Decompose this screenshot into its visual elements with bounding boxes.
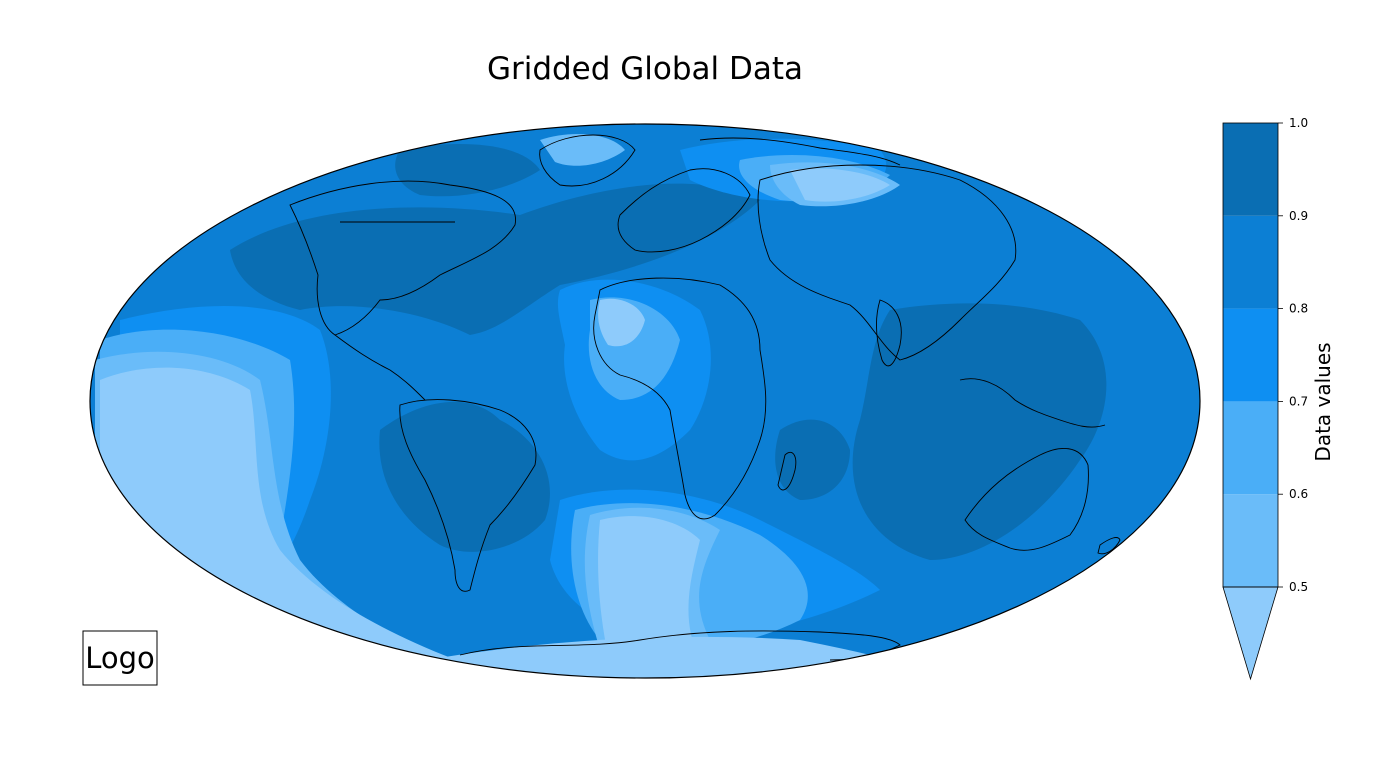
coastline-antarctica [459,630,901,661]
map-title: Gridded Global Data [487,51,803,87]
globe-outline [89,123,1201,679]
coastline-southeast-asia [959,378,1106,428]
coastline-north-america [289,180,516,336]
world-map [89,123,1201,679]
colorbar-band [1223,494,1278,587]
colorbar-band [1223,401,1278,495]
coastline-greenland [539,134,636,187]
colorbar-tick-label: 0.7 [1289,394,1308,408]
filled-contours [90,124,1200,678]
colorbar: 0.5 0.6 0.7 0.8 0.9 1.0 Data values [1222,116,1335,681]
coastline-central-america [334,334,426,401]
coastline-south-america [399,399,537,592]
coastline-madagascar [777,451,797,491]
colorbar-label: Data values [1311,342,1335,461]
colorbar-bands [1223,123,1278,587]
logo-text: Logo [85,641,155,675]
logo-box [82,630,158,686]
colorbar-tick-label: 0.8 [1289,302,1308,316]
colorbar-band [1223,215,1278,309]
coastline-africa [593,277,767,520]
colorbar-ticks: 0.5 0.6 0.7 0.8 0.9 1.0 [1278,116,1308,594]
colorbar-tick-label: 1.0 [1289,116,1308,130]
coastline-australia [964,448,1089,551]
coastline-arctic [699,137,901,166]
colorbar-tick-label: 0.9 [1289,209,1308,223]
coastline-new-zealand [1097,537,1121,555]
colorbar-frame [1222,122,1279,588]
coastlines [289,134,1121,661]
colorbar-band [1223,308,1278,402]
contour-level-0.9 [230,144,1107,560]
colorbar-tick-label: 0.6 [1289,487,1308,501]
coastline-asia [757,164,1017,361]
colorbar-extend-triangle [1222,586,1279,681]
coastline-india [875,299,902,367]
logo: Logo [82,630,158,686]
coastline-europe [617,168,751,253]
colorbar-tick-label: 0.5 [1289,580,1308,594]
colorbar-band [1223,123,1278,216]
